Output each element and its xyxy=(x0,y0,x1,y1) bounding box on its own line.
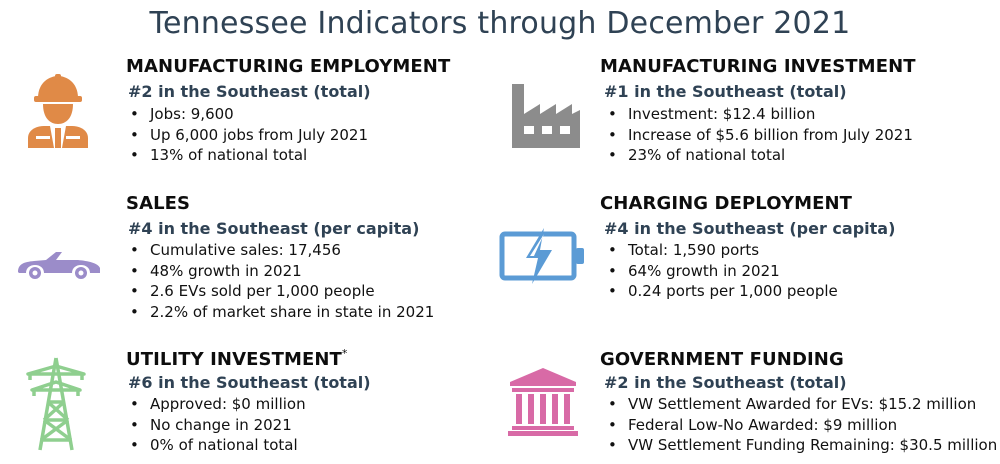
page-title: Tennessee Indicators through December 20… xyxy=(149,6,851,41)
bullet-list: VW Settlement Awarded for EVs: $15.2 mil… xyxy=(604,394,997,456)
list-item: Jobs: 9,600 xyxy=(126,104,368,125)
section-heading: MANUFACTURING INVESTMENT xyxy=(600,56,916,77)
rank-label: #6 in the Southeast (total) xyxy=(128,373,371,392)
list-item: 23% of national total xyxy=(604,145,913,166)
section-heading: UTILITY INVESTMENT* xyxy=(126,347,348,370)
list-item: 2.2% of market share in state in 2021 xyxy=(126,302,434,323)
footnote-mark: * xyxy=(341,347,348,360)
list-item: Approved: $0 million xyxy=(126,394,306,415)
car-icon xyxy=(18,252,100,279)
list-item: Federal Low-No Awarded: $9 million xyxy=(604,415,997,436)
rank-label: #4 in the Southeast (per capita) xyxy=(604,219,896,238)
list-item: 64% growth in 2021 xyxy=(604,261,838,282)
factory-icon xyxy=(512,84,580,148)
bullet-list: Jobs: 9,600 Up 6,000 jobs from July 2021… xyxy=(126,104,368,166)
list-item: 48% growth in 2021 xyxy=(126,261,434,282)
section-heading: SALES xyxy=(126,193,191,214)
bullet-list: Approved: $0 million No change in 2021 0… xyxy=(126,394,306,456)
bullet-list: Cumulative sales: 17,456 48% growth in 2… xyxy=(126,240,434,322)
rank-label: #4 in the Southeast (per capita) xyxy=(128,219,420,238)
section-heading: GOVERNMENT FUNDING xyxy=(600,349,844,370)
list-item: Investment: $12.4 billion xyxy=(604,104,913,125)
list-item: Increase of $5.6 billion from July 2021 xyxy=(604,125,913,146)
rank-label: #2 in the Southeast (total) xyxy=(604,373,847,392)
rank-label: #1 in the Southeast (total) xyxy=(604,82,847,101)
bullet-list: Investment: $12.4 billion Increase of $5… xyxy=(604,104,913,166)
rank-label: #2 in the Southeast (total) xyxy=(128,82,371,101)
list-item: No change in 2021 xyxy=(126,415,306,436)
list-item: VW Settlement Funding Remaining: $30.5 m… xyxy=(604,435,997,456)
power-tower-icon xyxy=(26,357,86,451)
section-heading: CHARGING DEPLOYMENT xyxy=(600,193,853,214)
bullet-list: Total: 1,590 ports 64% growth in 2021 0.… xyxy=(604,240,838,302)
bank-icon xyxy=(508,368,578,436)
list-item: 0% of national total xyxy=(126,435,306,456)
section-heading: MANUFACTURING EMPLOYMENT xyxy=(126,56,451,77)
list-item: 0.24 ports per 1,000 people xyxy=(604,281,838,302)
list-item: Cumulative sales: 17,456 xyxy=(126,240,434,261)
list-item: 2.6 EVs sold per 1,000 people xyxy=(126,281,434,302)
list-item: Up 6,000 jobs from July 2021 xyxy=(126,125,368,146)
battery-charging-icon xyxy=(499,228,584,284)
list-item: 13% of national total xyxy=(126,145,368,166)
section-heading-text: UTILITY INVESTMENT xyxy=(126,349,342,370)
list-item: Total: 1,590 ports xyxy=(604,240,838,261)
worker-icon xyxy=(28,74,88,148)
list-item: VW Settlement Awarded for EVs: $15.2 mil… xyxy=(604,394,997,415)
